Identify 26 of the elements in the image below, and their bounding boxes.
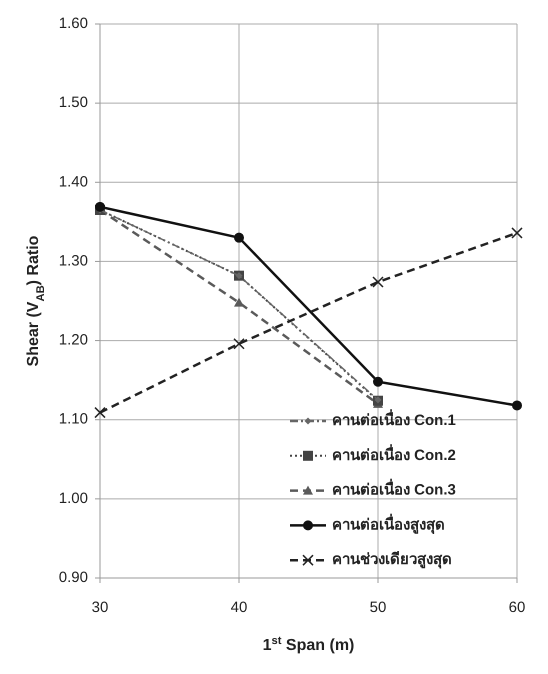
point (512, 400, 522, 410)
x-tick-label: 60 (508, 598, 526, 616)
y-tick-label: 1.50 (58, 94, 88, 112)
x-tick-label: 50 (370, 598, 386, 616)
point (511, 227, 523, 239)
point (234, 232, 244, 243)
legend-label: คานต่อเนื่อง Con.2 (332, 444, 456, 464)
y-tick-label: 1.00 (58, 490, 88, 507)
point (233, 338, 245, 350)
x-tick-label: 30 (92, 598, 108, 616)
y-tick-label: 1.40 (58, 173, 88, 190)
y-tick-label: 1.20 (58, 332, 88, 349)
legend-label: คานต่อเนื่อง Con.1 (332, 408, 456, 429)
legend-label: คานต่อเนื่อง Con.3 (332, 478, 456, 499)
x-tick-label: 40 (230, 598, 248, 616)
legend-label: คานช่วงเดียวสูงสุด (332, 551, 452, 570)
point (95, 202, 105, 212)
point (372, 276, 384, 288)
y-tick-label: 1.10 (58, 410, 88, 428)
y-tick-label: 0.90 (58, 568, 88, 586)
y-tick-label: 1.60 (58, 14, 88, 32)
point (373, 376, 383, 387)
point (94, 406, 106, 418)
y-tick-label: 1.30 (58, 252, 88, 270)
x-axis-title: 1$^{st}$ Span (m) (262, 635, 354, 654)
legend-label: คานต่อเนื่องสูงสุด (332, 513, 445, 534)
